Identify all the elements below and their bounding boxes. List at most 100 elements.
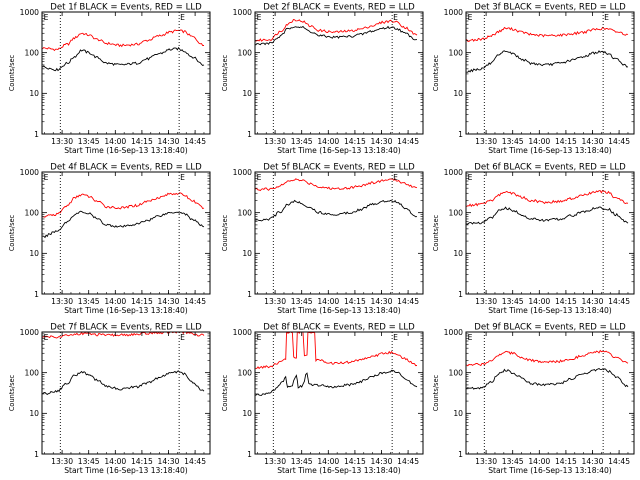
y-axis-label: Counts/sec [8, 374, 16, 411]
y-tick-label: 1000 [20, 328, 39, 337]
x-tick-label: 14:45 [397, 457, 419, 466]
e-marker: E [393, 13, 398, 22]
panel-title: Det 5f BLACK = Events, RED = LLD [263, 163, 415, 173]
x-tick-label: 13:30 [475, 457, 497, 466]
x-tick-label: 14:30 [371, 297, 393, 306]
x-tick-label: 13:30 [51, 457, 73, 466]
y-tick-label: 1000 [20, 168, 39, 177]
x-tick-label: 14:15 [131, 457, 153, 466]
plot-frame [41, 171, 211, 295]
y-tick-label: 1 [247, 290, 252, 299]
series-lld-red [42, 29, 204, 52]
y-tick-label: 1000 [233, 328, 252, 337]
series-events-black [466, 50, 629, 73]
e-marker: E [468, 13, 473, 22]
y-axis-label: Counts/sec [432, 54, 440, 91]
x-tick-label: 13:45 [502, 137, 524, 146]
x-tick-label: 14:00 [104, 137, 126, 146]
y-axis-label: Counts/sec [8, 54, 16, 91]
series-lld-red [42, 332, 205, 339]
series-lld-red [466, 189, 629, 208]
x-tick-label: 14:30 [158, 457, 180, 466]
x-tick-label: 14:30 [158, 297, 180, 306]
panel-title: Det 1f BLACK = Events, RED = LLD [50, 3, 202, 13]
y-axis-label: Counts/sec [221, 374, 229, 411]
y-tick-label: 1000 [444, 328, 463, 337]
y-tick-label: 1000 [233, 8, 252, 17]
x-axis-label: Start Time (16-Sep-13 13:18:40) [277, 466, 401, 475]
x-tick-label: 13:30 [264, 137, 286, 146]
x-tick-label: 14:15 [555, 137, 577, 146]
series-lld-red [255, 332, 418, 370]
y-tick-label: 1000 [444, 8, 463, 17]
x-tick-label: 13:30 [264, 297, 286, 306]
x-tick-label: 14:15 [344, 137, 366, 146]
x-axis-label: Start Time (16-Sep-13 13:18:40) [64, 306, 188, 315]
x-tick-label: 14:45 [397, 297, 419, 306]
x-tick-label: 14:45 [397, 137, 419, 146]
y-tick-label: 1 [458, 130, 463, 139]
series-lld-red [466, 26, 629, 42]
plot-frame [254, 11, 424, 135]
x-tick-label: 14:45 [184, 457, 206, 466]
x-tick-label: 13:30 [264, 457, 286, 466]
y-tick-label: 100 [25, 368, 40, 377]
x-tick-label: 14:00 [104, 297, 126, 306]
e-marker: E [257, 173, 262, 182]
x-tick-label: 13:45 [291, 297, 313, 306]
series-events-black [466, 206, 629, 225]
e-marker: E [44, 173, 49, 182]
e-marker: E [180, 13, 185, 22]
y-tick-label: 100 [238, 208, 253, 217]
x-tick-label: 13:30 [51, 137, 73, 146]
e-marker: E [44, 333, 49, 342]
x-tick-label: 14:00 [528, 137, 550, 146]
y-tick-label: 1 [458, 290, 463, 299]
y-tick-label: 10 [453, 249, 463, 258]
plot-frame [41, 331, 211, 455]
series-events-black [42, 370, 205, 395]
e-marker: E [257, 13, 262, 22]
x-tick-label: 14:30 [582, 297, 604, 306]
x-tick-label: 14:30 [371, 457, 393, 466]
y-axis-label: Counts/sec [8, 214, 16, 251]
series-events-black [255, 199, 418, 222]
y-tick-label: 10 [453, 409, 463, 418]
panel-title: Det 3f BLACK = Events, RED = LLD [474, 3, 626, 13]
series-events-black [466, 367, 629, 390]
y-tick-label: 1000 [20, 8, 39, 17]
y-tick-label: 1000 [444, 168, 463, 177]
x-axis-label: Start Time (16-Sep-13 13:18:40) [277, 146, 401, 155]
e-marker: E [180, 333, 185, 342]
y-axis-label: Counts/sec [432, 374, 440, 411]
x-tick-label: 13:30 [475, 137, 497, 146]
panel-title: Det 2f BLACK = Events, RED = LLD [263, 3, 415, 13]
x-tick-label: 13:45 [291, 457, 313, 466]
y-axis-label: Counts/sec [432, 214, 440, 251]
e-marker: E [604, 333, 609, 342]
e-marker: E [180, 173, 185, 182]
y-axis-label: Counts/sec [221, 214, 229, 251]
panel-title: Det 6f BLACK = Events, RED = LLD [474, 163, 626, 173]
y-tick-label: 10 [453, 89, 463, 98]
x-tick-label: 14:15 [344, 457, 366, 466]
series-events-black [42, 46, 205, 72]
x-tick-label: 13:30 [475, 297, 497, 306]
e-marker: E [468, 333, 473, 342]
y-tick-label: 100 [449, 48, 464, 57]
y-tick-label: 100 [449, 368, 464, 377]
y-tick-label: 10 [29, 409, 39, 418]
y-axis-label: Counts/sec [221, 54, 229, 91]
x-tick-label: 14:15 [131, 297, 153, 306]
panel-title: Det 7f BLACK = Events, RED = LLD [50, 323, 202, 333]
series-lld-red [42, 192, 205, 218]
x-tick-label: 14:00 [317, 297, 339, 306]
y-tick-label: 1 [34, 290, 39, 299]
x-tick-label: 13:45 [78, 137, 100, 146]
x-tick-label: 14:15 [344, 297, 366, 306]
panel-title: Det 8f BLACK = Events, RED = LLD [263, 323, 415, 333]
